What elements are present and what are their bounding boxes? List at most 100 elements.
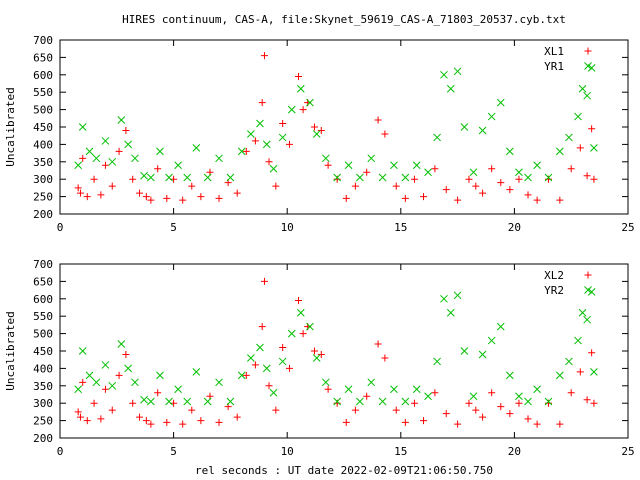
y-tick-label: 700 [33, 258, 53, 271]
data-point [342, 194, 350, 202]
data-point [576, 144, 584, 152]
data-point [83, 417, 91, 425]
data-point [188, 182, 196, 190]
data-point [108, 182, 116, 190]
data-point [233, 189, 241, 197]
data-point [296, 84, 305, 93]
data-point [374, 116, 382, 124]
data-point [174, 385, 182, 394]
y-tick-label: 700 [33, 34, 53, 47]
data-point [367, 378, 376, 387]
data-point [287, 329, 296, 338]
data-point [256, 343, 264, 352]
data-point [454, 196, 462, 204]
data-point [506, 147, 514, 156]
data-point [378, 397, 387, 406]
data-point [129, 399, 137, 407]
data-point [431, 389, 439, 397]
data-point [85, 371, 94, 380]
series-xl2 [74, 277, 598, 428]
data-point [487, 112, 496, 121]
series-yr1 [74, 63, 598, 182]
data-point [115, 147, 123, 155]
x-tick-label: 10 [281, 445, 294, 458]
data-point [203, 397, 212, 406]
data-point [242, 371, 250, 379]
data-point [226, 397, 235, 406]
data-point [136, 189, 144, 197]
data-point [85, 147, 94, 156]
data-point [246, 130, 255, 138]
y-tick-label: 500 [33, 104, 53, 117]
data-point [242, 147, 250, 155]
data-point [97, 191, 105, 199]
data-point [453, 67, 462, 76]
legend-label: XL2 [544, 269, 564, 282]
data-point [265, 382, 273, 390]
data-point [83, 193, 91, 201]
data-point [469, 392, 478, 401]
data-point [262, 364, 271, 373]
data-point [262, 140, 271, 149]
data-point [108, 381, 117, 390]
data-point [92, 154, 101, 163]
data-point [147, 397, 155, 406]
data-point [433, 133, 442, 142]
data-point [533, 385, 541, 394]
data-point [374, 340, 382, 348]
legend-label: XL1 [544, 45, 564, 58]
data-point [410, 175, 418, 183]
data-point [74, 161, 83, 170]
data-point [478, 350, 487, 359]
data-point [342, 418, 350, 426]
data-point [115, 371, 123, 379]
data-point [356, 397, 364, 406]
y-tick-label: 650 [33, 275, 53, 288]
data-point [258, 99, 266, 107]
data-point [381, 130, 389, 138]
data-point [567, 389, 575, 397]
data-point [142, 193, 150, 201]
data-point [74, 385, 83, 394]
data-point [79, 154, 87, 162]
data-point [555, 371, 564, 380]
legend-marker [584, 62, 592, 70]
data-point [460, 347, 469, 355]
data-point [295, 73, 303, 81]
data-point [401, 194, 409, 202]
bottom-panel: 200 250 300 350 400 450 500 550 600 650 700 0 5 10 15 2… [4, 258, 635, 458]
data-point [299, 106, 307, 114]
data-point [269, 164, 278, 173]
data-point [287, 105, 296, 114]
data-point [583, 172, 591, 180]
data-point [506, 410, 514, 418]
data-point [101, 137, 110, 145]
y-tick-label: 600 [33, 69, 53, 82]
data-point [454, 420, 462, 428]
data-point [256, 119, 264, 128]
data-point [469, 168, 478, 177]
data-point [333, 175, 341, 183]
data-point [285, 140, 293, 148]
data-point [278, 133, 287, 142]
data-point [76, 189, 84, 197]
data-point [351, 182, 359, 190]
data-point [122, 350, 130, 358]
data-point [147, 420, 155, 428]
data-point [272, 406, 280, 414]
data-point [424, 392, 432, 401]
plot-frame [59, 263, 629, 439]
data-point [344, 161, 353, 170]
data-point [578, 308, 587, 317]
data-point [465, 175, 473, 183]
data-point [401, 397, 410, 406]
data-point [156, 147, 164, 156]
data-point [154, 389, 162, 397]
data-point [237, 371, 246, 380]
data-point [324, 161, 332, 169]
x-tick-label: 20 [508, 221, 521, 234]
data-point [317, 350, 325, 358]
data-point [401, 418, 409, 426]
data-point [310, 347, 318, 355]
data-point [515, 168, 523, 177]
